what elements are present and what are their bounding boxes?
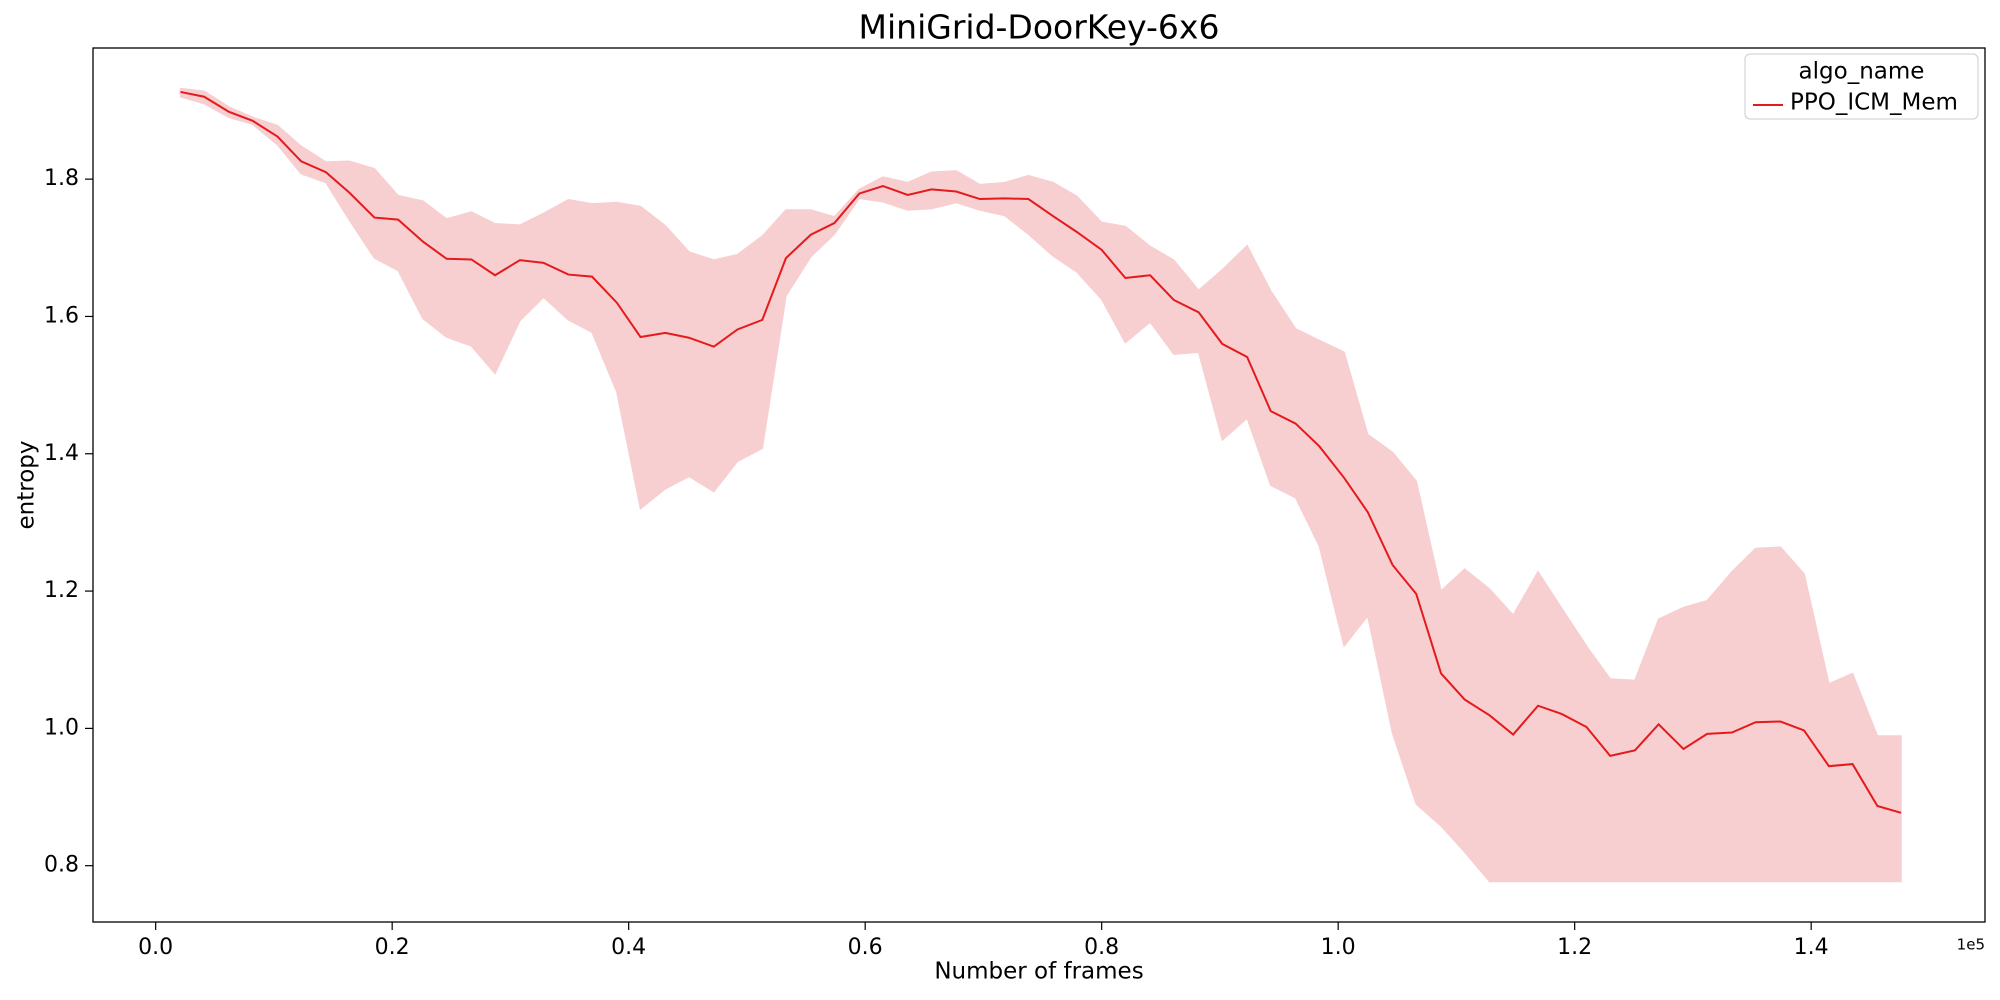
x-axis-label: Number of frames	[934, 959, 1143, 985]
line	[180, 90, 1902, 814]
y-tick-label: 1.6	[44, 303, 79, 328]
legend-box	[1744, 53, 1979, 120]
y-tick-label: 1.0	[44, 715, 79, 740]
chart-title: MiniGrid-DoorKey-6x6	[859, 8, 1220, 47]
x-tick-label: 0.8	[1084, 935, 1119, 960]
x-tick-label: 0.6	[848, 935, 883, 960]
plot-frame	[92, 47, 1986, 923]
x-tick-label: 1.4	[1794, 935, 1829, 960]
x-tick-label: 0.2	[375, 935, 410, 960]
legend-title: algo_name	[1799, 59, 1925, 85]
x-tick-label: 1.0	[1321, 935, 1356, 960]
x-offset-label: 1e5	[1957, 936, 1985, 954]
y-axis-label: entropy	[14, 441, 40, 530]
y-tick-label: 1.2	[44, 578, 79, 603]
x-tick-label: 0.4	[611, 935, 646, 960]
y-tick-label: 1.8	[44, 166, 79, 191]
confidence-band	[179, 87, 1902, 883]
x-tick-label: 1.2	[1557, 935, 1592, 960]
y-tick-label: 0.8	[44, 853, 79, 878]
x-tick-label: 0.0	[138, 935, 173, 960]
y-tick-label: 1.4	[44, 441, 79, 466]
legend-label: PPO_ICM_Mem	[1790, 90, 1958, 116]
